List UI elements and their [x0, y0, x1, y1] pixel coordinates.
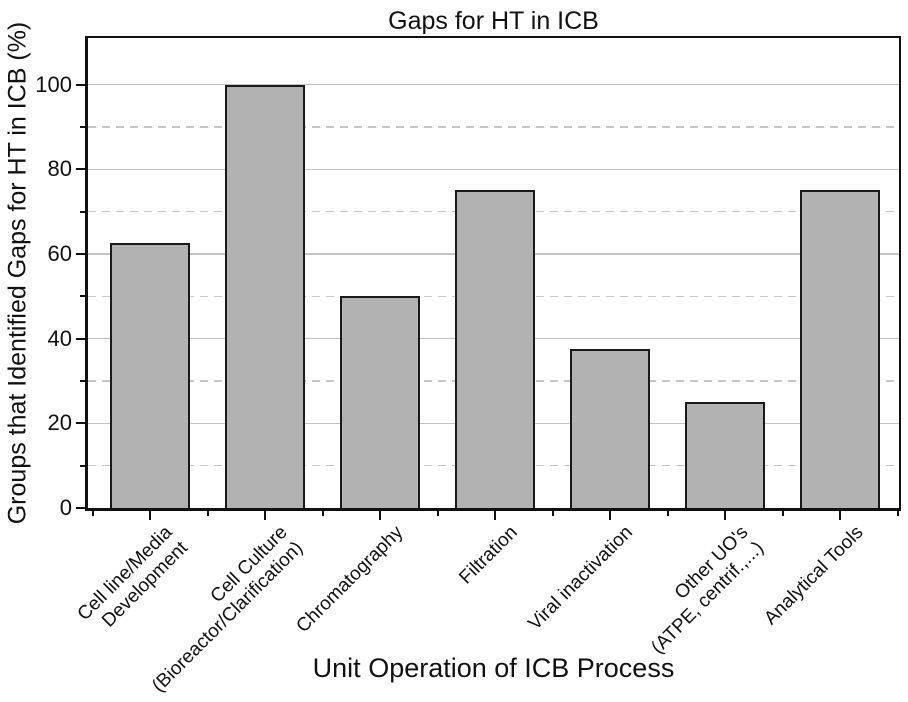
x-major-tick [379, 511, 382, 520]
y-major-tick [76, 83, 85, 86]
y-major-tick [76, 422, 85, 425]
x-minor-tick [321, 511, 324, 516]
x-major-tick [724, 511, 727, 520]
y-minor-tick [80, 295, 85, 298]
chart-title: Gaps for HT in ICB [388, 7, 599, 35]
y-major-tick [76, 337, 85, 340]
bar-2 [225, 85, 305, 508]
y-minor-tick [80, 379, 85, 382]
x-minor-tick [896, 511, 899, 516]
bar-5 [570, 349, 650, 508]
y-tick-label: 60 [47, 240, 72, 266]
plot-area [85, 36, 901, 511]
bar-6 [685, 402, 765, 508]
x-category-label: Other UO's (ATPE, centrif.,...) [647, 522, 768, 659]
x-minor-tick [206, 511, 209, 516]
bar-7 [800, 190, 880, 508]
x-category-label: Filtration [455, 522, 523, 589]
x-category-label: Chromatography [292, 522, 408, 637]
y-minor-tick [80, 125, 85, 128]
bar-3 [340, 296, 420, 508]
major-gridline [88, 83, 899, 86]
x-major-tick [264, 511, 267, 520]
y-major-tick [76, 252, 85, 255]
x-minor-tick [91, 511, 94, 516]
major-gridline [88, 168, 899, 170]
x-major-tick [609, 511, 612, 520]
bar-4 [455, 190, 535, 508]
y-major-tick [76, 168, 85, 171]
bar-1 [110, 243, 190, 508]
y-tick-label: 40 [47, 325, 72, 351]
y-minor-tick [80, 210, 85, 213]
x-category-label: Viral inactivation [524, 522, 638, 635]
y-tick-label: 100 [35, 71, 72, 97]
x-major-tick [149, 511, 152, 520]
x-axis-title: Unit Operation of ICB Process [312, 653, 675, 683]
y-tick-label: 20 [47, 410, 72, 436]
x-minor-tick [781, 511, 784, 516]
y-tick-label: 80 [47, 156, 72, 182]
minor-gridline [88, 126, 899, 128]
x-minor-tick [666, 511, 669, 516]
x-minor-tick [436, 511, 439, 516]
y-tick-label: 0 [59, 495, 72, 520]
x-major-tick [494, 511, 497, 520]
y-minor-tick [80, 464, 85, 467]
x-major-tick [839, 511, 842, 520]
x-category-label: Analytical Tools [759, 522, 868, 630]
y-major-tick [76, 507, 85, 509]
x-minor-tick [551, 511, 554, 516]
